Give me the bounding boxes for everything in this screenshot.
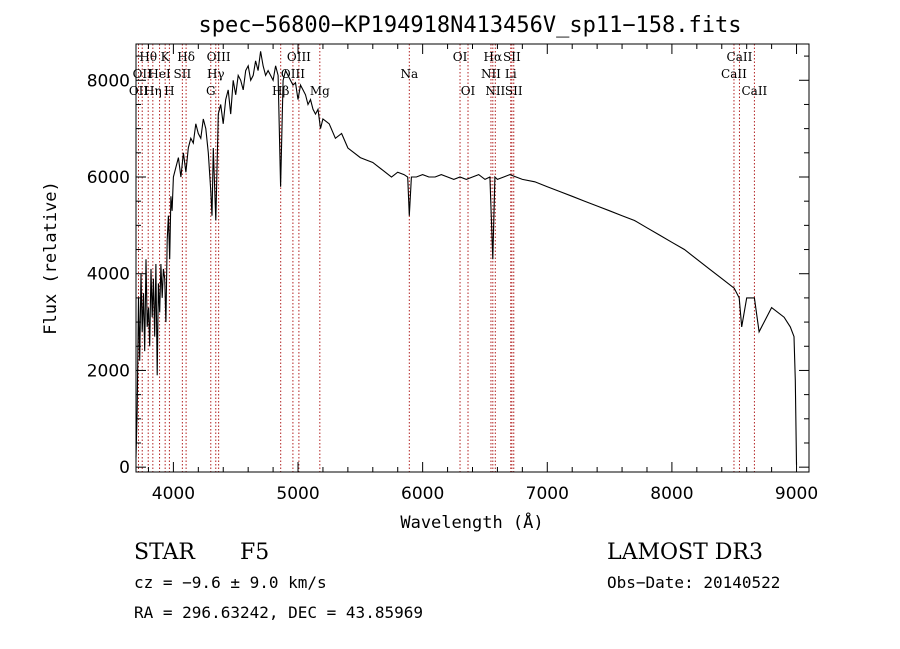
y-tick-label: 6000 xyxy=(87,168,130,188)
spectrum-chart: spec−56800−KP194918N413456V_sp11−158.fit… xyxy=(41,13,818,533)
spectrum-series-line xyxy=(135,51,798,465)
y-axis-label: Flux (relative) xyxy=(41,181,61,335)
redshift-readout: cz = −9.6 ± 9.0 km/s xyxy=(134,573,327,592)
line-marker-label: SII xyxy=(174,67,192,81)
object-class: STAR xyxy=(134,540,195,565)
line-marker-label: K xyxy=(161,50,171,64)
survey-name: LAMOST DR3 xyxy=(607,540,763,565)
y-tick-label: 0 xyxy=(119,458,130,478)
x-axis-ticks: 4000 5000 6000 7000 8000 9000 xyxy=(147,44,818,504)
line-marker-label: OIII xyxy=(281,67,305,81)
line-marker-label: SII xyxy=(505,84,523,98)
y-tick-label: 4000 xyxy=(87,265,130,285)
obs-date: Obs−Date: 20140522 xyxy=(607,573,781,592)
line-marker-label: G xyxy=(206,84,216,98)
line-marker-label: Hα xyxy=(484,50,503,64)
y-tick-label: 2000 xyxy=(87,361,130,381)
line-marker-label: CaII xyxy=(741,84,767,98)
line-marker-label: Hθ xyxy=(139,50,157,64)
line-marker-label: OIII xyxy=(207,50,231,64)
chart-title: spec−56800−KP194918N413456V_sp11−158.fit… xyxy=(198,13,741,38)
line-marker-label: Hγ xyxy=(207,67,225,81)
x-tick-label: 4000 xyxy=(152,484,195,504)
line-marker-label: Hη xyxy=(144,84,162,98)
line-marker-label: OIII xyxy=(287,50,311,64)
line-marker-label: Na xyxy=(400,67,418,81)
line-marker-label: SII xyxy=(503,50,521,64)
x-tick-label: 5000 xyxy=(276,484,319,504)
line-marker-label: OI xyxy=(453,50,468,64)
line-marker-labels: OIIOIIHθHηHeIKHSIIHδGHγOIIIHβOIIIOIIIMgN… xyxy=(129,50,768,98)
line-marker-label: NII xyxy=(481,67,501,81)
line-marker-label: OII xyxy=(129,84,149,98)
line-marker-label: H xyxy=(164,84,174,98)
line-marker-label: NII xyxy=(485,84,505,98)
x-axis-label: Wavelength (Å) xyxy=(400,511,543,533)
line-marker-label: HeI xyxy=(148,67,171,81)
x-tick-label: 8000 xyxy=(650,484,693,504)
coordinates: RA = 296.63242, DEC = 43.85969 xyxy=(134,603,423,622)
subclass: F5 xyxy=(240,540,270,565)
line-marker-label: OII xyxy=(133,67,153,81)
y-tick-label: 8000 xyxy=(87,71,130,91)
line-marker-label: CaII xyxy=(727,50,753,64)
x-tick-label: 7000 xyxy=(526,484,569,504)
x-tick-label: 6000 xyxy=(401,484,444,504)
x-tick-label: 9000 xyxy=(775,484,818,504)
plot-frame xyxy=(135,43,810,473)
line-marker-label: Hβ xyxy=(272,84,289,98)
line-marker-label: Li xyxy=(505,67,517,81)
line-marker-label: OI xyxy=(461,84,476,98)
line-marker-label: CaII xyxy=(721,67,747,81)
y-axis-ticks: 0 2000 4000 6000 8000 xyxy=(87,55,809,478)
line-marker-label: Hδ xyxy=(177,50,195,64)
line-marker-label: Mg xyxy=(310,84,330,98)
